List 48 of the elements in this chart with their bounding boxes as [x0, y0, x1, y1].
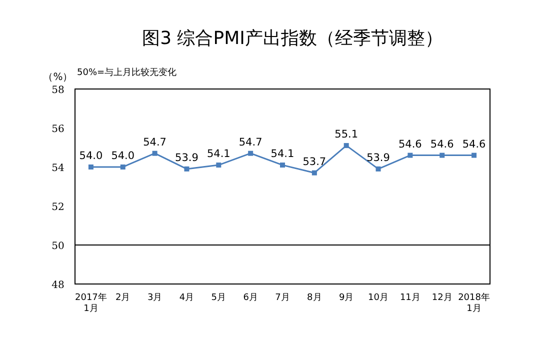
point [120, 164, 126, 170]
x-tick-label: 5月 [211, 293, 226, 303]
text: 55.1 [334, 128, 358, 141]
y-tick-label: 52 [52, 202, 64, 213]
point [408, 152, 413, 158]
x-tick-label: 2018年 1月 [458, 292, 490, 314]
y-tick-label: 58 [52, 85, 64, 96]
point [376, 166, 381, 172]
y-axis-title: （%） [43, 72, 73, 83]
text: 53.9 [175, 152, 198, 164]
x-tick-label: 3月 [147, 293, 162, 303]
text: 54.6 [462, 138, 486, 150]
text: 54.6 [430, 138, 454, 150]
point [216, 162, 222, 168]
x-tick-label: 9月 [338, 293, 354, 303]
text: 54.1 [270, 148, 294, 160]
point [440, 152, 445, 158]
point [280, 162, 285, 168]
x-tick-label: 8月 [307, 293, 322, 303]
x-tick-label: 4月 [179, 293, 194, 303]
x-tick-label: 2017年 1月 [75, 292, 107, 314]
point [312, 170, 317, 176]
x-tick-label: 2月 [116, 293, 130, 303]
point [88, 164, 94, 170]
text: 54.6 [398, 138, 422, 150]
text: 54.0 [79, 150, 103, 162]
x-tick-label: 12月 [432, 293, 452, 303]
chart-title: 图3 综合PMI产出指数（经季节调整） [142, 28, 443, 49]
point [184, 166, 190, 172]
x-tick-label: 7月 [275, 293, 290, 303]
point [472, 152, 477, 158]
text: 53.9 [366, 152, 390, 164]
y-tick-label: 50 [52, 241, 64, 252]
y-tick-label: 56 [52, 124, 64, 135]
x-tick-label: 11月 [400, 293, 420, 303]
y-tick-label: 48 [52, 280, 64, 291]
x-tick-label: 6月 [243, 293, 258, 303]
text: 54.1 [206, 148, 230, 160]
y-tick-label: 54 [52, 163, 64, 174]
text: 54.7 [238, 136, 262, 148]
point [152, 150, 158, 156]
text: 53.7 [302, 156, 326, 168]
text: 54.7 [143, 136, 167, 148]
text: 54.0 [111, 150, 135, 162]
text: 50%=与上月比较无变化 [77, 67, 177, 78]
x-tick-label: 10月 [368, 293, 388, 303]
point [248, 150, 254, 156]
point [344, 143, 349, 148]
